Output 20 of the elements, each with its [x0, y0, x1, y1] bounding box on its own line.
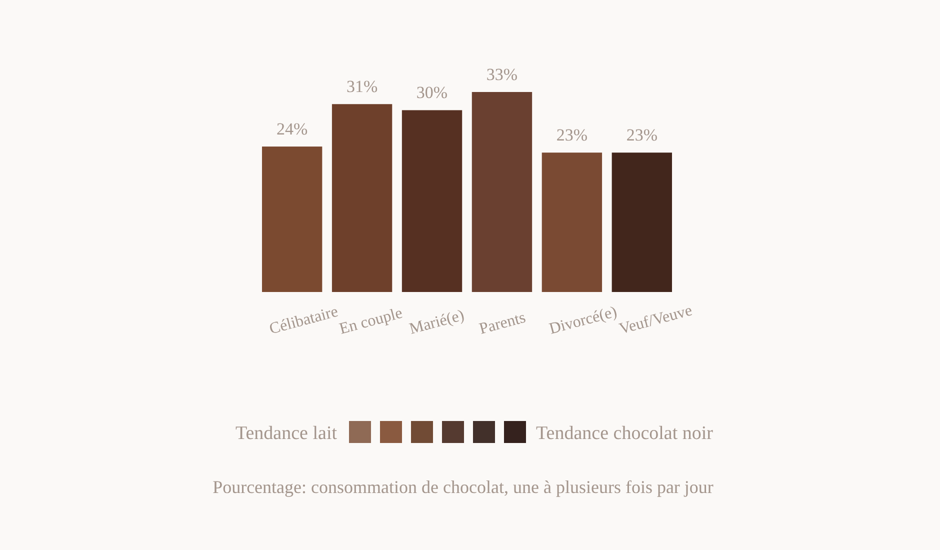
data-label: 24%	[276, 120, 308, 139]
text: Tendance chocolat noir	[536, 423, 714, 444]
bar	[262, 146, 322, 292]
bar	[332, 104, 392, 292]
x-tick-label: Parents	[478, 309, 528, 338]
text: Tendance lait	[235, 423, 338, 444]
bar	[612, 152, 672, 292]
data-label: 31%	[346, 77, 378, 96]
data-label: 23%	[556, 126, 588, 145]
text: Pourcentage: consommation de chocolat, une à plusieurs fois par jour	[212, 477, 714, 497]
bar	[472, 92, 532, 292]
x-tick-label: En couple	[338, 304, 404, 338]
x-tick-label: Marié(e)	[408, 306, 466, 338]
data-label: 23%	[626, 126, 658, 145]
data-label: 30%	[416, 83, 448, 102]
x-tick-label: Célibataire	[268, 303, 340, 338]
x-tick-label: Veuf/Veuve	[617, 302, 694, 338]
data-label: 33%	[486, 65, 518, 84]
bar	[542, 152, 602, 292]
bar	[402, 110, 462, 292]
